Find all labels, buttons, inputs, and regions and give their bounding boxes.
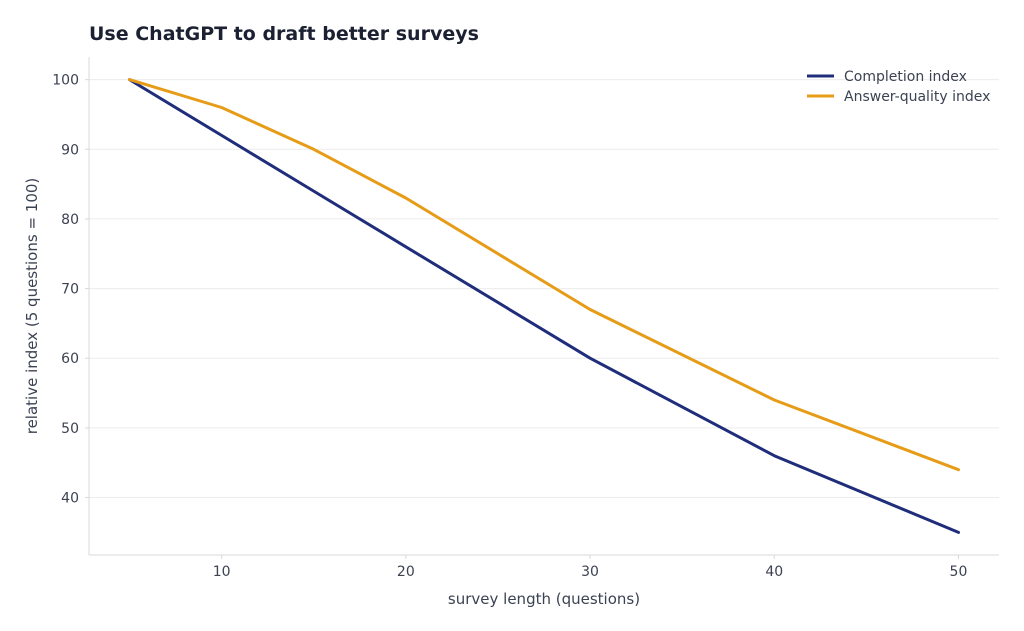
y-tick-label: 80	[61, 212, 79, 228]
y-tick-label: 50	[61, 421, 79, 437]
y-axis-label: relative index (5 questions = 100)	[23, 178, 41, 435]
x-tick-label: 30	[581, 564, 599, 580]
y-tick-label: 100	[52, 73, 79, 89]
chart-title: Use ChatGPT to draft better surveys	[89, 23, 479, 45]
legend: Completion index Answer-quality index	[807, 69, 990, 105]
x-tick-label: 40	[765, 564, 783, 580]
grid-lines	[89, 79, 999, 499]
y-axis-ticks: 40 50 60 70 80 90 100	[52, 73, 89, 507]
x-tick-label: 50	[950, 564, 968, 580]
series-line-1	[128, 78, 960, 534]
legend-label: Completion index	[844, 69, 967, 85]
legend-label: Answer-quality index	[844, 89, 990, 105]
y-tick-label: 70	[61, 282, 79, 298]
series-lines	[128, 78, 960, 534]
x-tick-label: 10	[213, 564, 231, 580]
series-line-2	[128, 78, 960, 472]
y-tick-label: 60	[61, 351, 79, 367]
y-tick-label: 90	[61, 142, 79, 158]
x-axis-ticks: 10 20 30 40 50	[213, 555, 968, 580]
x-axis-label: survey length (questions)	[448, 590, 640, 608]
y-tick-label: 40	[61, 491, 79, 507]
x-tick-label: 20	[397, 564, 415, 580]
